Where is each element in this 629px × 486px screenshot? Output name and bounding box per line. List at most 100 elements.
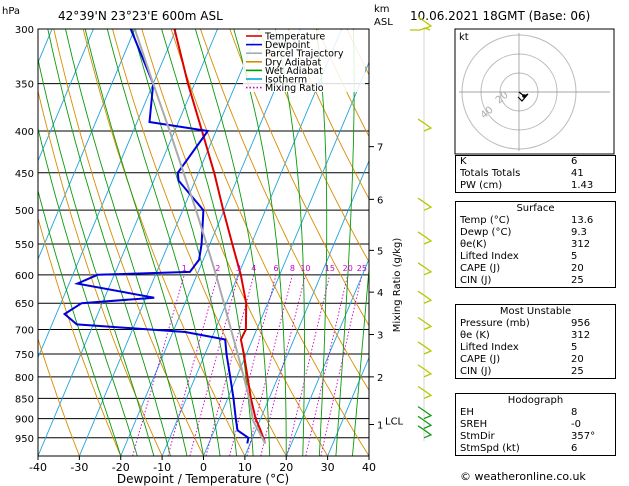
index-value: 6 (571, 156, 578, 167)
wind-barb (417, 406, 433, 420)
km-tick-label: 4 (377, 288, 383, 299)
legend-label: Dry Adiabat (265, 57, 322, 68)
dry-adiabat-line (38, 216, 122, 456)
wet-adiabat-line (351, 263, 369, 456)
legend-label: Wet Adiabat (265, 66, 323, 77)
pressure-tick-label: 300 (15, 25, 34, 36)
dry-adiabat-line (112, 29, 287, 456)
hodograph-storm-motion (522, 94, 526, 98)
datetime-title: 10.06.2021 18GMT (Base: 06) (410, 9, 590, 23)
hodograph-unit-label: kt (459, 32, 469, 43)
hodograph-trace (517, 91, 529, 102)
pressure-tick-label: 750 (15, 350, 34, 361)
wet-adiabat-line (38, 126, 138, 456)
x-tick-label: -30 (70, 461, 88, 474)
pressure-tick-label: 350 (15, 80, 34, 91)
index-label: PW (cm) (460, 180, 503, 191)
km-tick-label: 1 (377, 420, 383, 431)
dry-adiabat-line (38, 337, 80, 456)
index-label: K (460, 156, 467, 167)
pressure-tick-label: 650 (15, 299, 34, 310)
isotherm-line (203, 61, 369, 456)
wet-adiabat-line (335, 29, 355, 456)
pressure-tick-label: 850 (15, 394, 34, 405)
dry-adiabat-line (38, 89, 163, 456)
surface-label: Lifted Index (460, 251, 519, 262)
wet-adiabat-line (233, 29, 287, 456)
pressure-tick-label: 800 (15, 373, 34, 384)
background-lines (0, 29, 369, 456)
surface-value: 25 (571, 275, 584, 286)
wind-barb (417, 290, 433, 304)
parcel-trajectory-line (133, 29, 266, 444)
mixing-ratio-label: 15 (325, 264, 335, 273)
pressure-tick-label: 450 (15, 169, 34, 180)
mixing-ratio-line (205, 274, 255, 456)
pressure-tick-label: 700 (15, 326, 34, 337)
isotherm-line (38, 29, 94, 162)
index-value: 41 (571, 168, 584, 179)
mixing-ratio-label: 6 (273, 264, 278, 273)
km-tick-label: 2 (377, 373, 383, 384)
dry-adiabat-line (53, 29, 204, 456)
surface-label: CIN (J) (460, 275, 492, 286)
x-axis-title: Dewpoint / Temperature (°C) (117, 472, 289, 486)
mu-label: CAPE (J) (460, 354, 501, 365)
wet-adiabat-line (106, 29, 221, 456)
surface-value: 5 (571, 251, 578, 262)
mu-value: 956 (571, 318, 591, 329)
mixing-ratio-line (260, 274, 306, 456)
surface-value: 20 (571, 263, 584, 274)
km-tick-label: 3 (377, 331, 383, 342)
hodo-value: 6 (571, 443, 578, 454)
km-tick-label: 7 (377, 143, 383, 154)
pressure-tick-label: 900 (15, 415, 34, 426)
surface-label: θe(K) (460, 239, 487, 250)
wind-barb (417, 316, 433, 331)
mixing-ratio-line (305, 274, 349, 456)
mixing-ratio-label: 3 (236, 264, 241, 273)
mu-label: Lifted Index (460, 342, 519, 353)
legend-label: Parcel Trajectory (265, 49, 344, 60)
wind-barb (417, 385, 433, 399)
surface-label: Dewp (°C) (460, 227, 512, 238)
wind-barb (417, 415, 433, 429)
x-tick-label: 40 (362, 461, 376, 474)
hodo-label: EH (460, 407, 474, 418)
hodograph: kt 20 40 (454, 28, 615, 155)
mixing-ratio-line (286, 274, 331, 456)
mu-label: θe (K) (460, 330, 490, 341)
wet-adiabat-line (38, 57, 155, 456)
isotherm-line (0, 29, 11, 456)
x-tick-label: -20 (112, 461, 130, 474)
legend-label: Dewpoint (265, 40, 310, 51)
index-label: Totals Totals (460, 168, 521, 179)
index-value: 1.43 (571, 180, 594, 191)
mixing-ratio-line (167, 274, 219, 456)
wind-barbs (410, 16, 433, 441)
asl-label: ASL (374, 17, 393, 28)
wet-adiabat-line (132, 29, 238, 456)
wet-adiabat-line (161, 29, 254, 456)
mixing-ratio-label: 25 (357, 264, 367, 273)
isotherm-line (285, 258, 369, 456)
pressure-tick-label: 500 (15, 206, 34, 217)
pressure-tick-label: 550 (15, 240, 34, 251)
most-unstable-panel: Most Unstable Pressure (mb) 956 θe (K) 312… (455, 304, 616, 379)
mu-label: Pressure (mb) (460, 318, 530, 329)
wind-barb (417, 262, 433, 276)
wet-adiabat-line (274, 29, 305, 456)
wind-barb (417, 16, 433, 30)
x-tick-label: 10 (238, 461, 252, 474)
isotherm-line (244, 159, 369, 456)
mixing-ratio-line (320, 274, 363, 456)
legend-label: Temperature (264, 32, 325, 43)
credit-text: © weatheronline.co.uk (460, 470, 586, 483)
wet-adiabat-line (84, 29, 204, 456)
km-label: km (374, 4, 390, 15)
temperature-line (173, 29, 267, 444)
surface-title: Surface (516, 203, 555, 214)
mu-value: 312 (571, 330, 591, 341)
pressure-tick-label: 950 (15, 434, 34, 445)
km-tick-label: 6 (377, 195, 383, 206)
